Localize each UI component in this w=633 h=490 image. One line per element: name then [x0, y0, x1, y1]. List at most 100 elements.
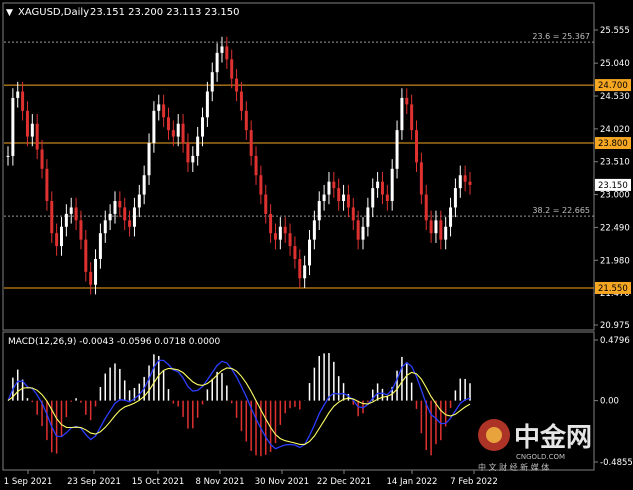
- level-23800-tag-label: 23.800: [598, 139, 628, 149]
- candle-body: [89, 271, 93, 285]
- candle-body: [166, 117, 170, 131]
- candle-body: [449, 207, 453, 227]
- candle-body: [269, 213, 273, 234]
- price-tick-label: 23.510: [600, 158, 630, 168]
- watermark-tagline: 中 文 财 经 新 媒 体: [478, 462, 549, 472]
- candle-body: [278, 226, 282, 240]
- candle-body: [303, 265, 307, 279]
- candle-body: [157, 104, 161, 111]
- candle-body: [123, 207, 127, 221]
- macd-tick-label: -0.4855: [600, 458, 633, 468]
- fibonacci-levels[interactable]: 23.6 = 25.367 38.2 = 22.665: [4, 32, 594, 217]
- candle-body: [162, 104, 166, 118]
- candle-body: [366, 207, 370, 227]
- candle-body: [424, 194, 428, 221]
- macd-signal-line: [7, 367, 471, 445]
- fib-23-6-label: 23.6 = 25.367: [532, 32, 590, 41]
- candle-body: [453, 188, 457, 208]
- candle-body: [434, 220, 438, 234]
- chart-ohlc: 23.151 23.200 23.113 23.150: [90, 7, 240, 18]
- candle-body: [152, 110, 156, 144]
- candle-body: [468, 181, 472, 185]
- price-tick-label: 25.040: [600, 59, 630, 69]
- candle-body: [186, 143, 190, 163]
- candle-body: [50, 201, 54, 234]
- candle-body: [215, 52, 219, 73]
- candle-body: [210, 72, 214, 92]
- candle-body: [220, 46, 224, 53]
- chart-menu-icon[interactable]: ▼: [6, 8, 13, 18]
- candle-body: [94, 258, 98, 285]
- candle-body: [419, 162, 423, 195]
- candle-body: [283, 226, 287, 234]
- candle-body: [137, 194, 141, 208]
- candle-body: [118, 201, 122, 208]
- price-tick-label: 24.530: [600, 92, 630, 102]
- candle-body: [264, 194, 268, 214]
- candle-body: [142, 175, 146, 195]
- candle-body: [400, 97, 404, 131]
- candle-body: [254, 155, 258, 176]
- candle-body: [64, 213, 68, 227]
- watermark-brand: 中金网: [514, 422, 592, 453]
- candle-body: [196, 136, 200, 156]
- macd-tick-label: 0.4796: [600, 336, 630, 346]
- candle-body: [361, 226, 365, 240]
- candle-body: [463, 175, 467, 182]
- chart-symbol: XAGUSD,Daily: [18, 7, 89, 18]
- candle-body: [371, 188, 375, 208]
- candle-body: [380, 181, 384, 195]
- candle-body: [415, 130, 419, 163]
- candle-body: [230, 59, 234, 79]
- macd-label: MACD(12,26,9) -0.0043 -0.0596 0.0718 0.0…: [8, 337, 221, 347]
- candle-body: [429, 220, 433, 234]
- candle-body: [30, 123, 34, 137]
- price-panel-frame: [2, 2, 595, 331]
- price-tick-label: 22.490: [600, 223, 630, 233]
- candle-body: [298, 258, 302, 279]
- candle-body: [337, 188, 341, 202]
- candle-body: [6, 155, 10, 157]
- candle-body: [181, 123, 185, 144]
- candle-body: [312, 220, 316, 240]
- candle-body: [273, 233, 277, 240]
- candle-body: [84, 239, 88, 272]
- watermark: 中金网 CNGOLD.COM 中 文 财 经 新 媒 体: [478, 419, 592, 472]
- candle-body: [259, 175, 263, 195]
- candle-body: [439, 220, 443, 240]
- time-axis[interactable]: 1 Sep 2021 23 Sep 2021 15 Oct 2021 8 Nov 20…: [4, 470, 498, 487]
- time-tick-label: 1 Sep 2021: [4, 477, 52, 487]
- price-axis[interactable]: 25.555 25.040 24.530 24.020 23.510 23.000 22.4…: [594, 26, 630, 331]
- watermark-site: CNGOLD.COM: [516, 453, 565, 461]
- price-tick-label: 23.000: [600, 191, 630, 201]
- candle-body: [201, 117, 205, 137]
- candle-body: [327, 181, 331, 195]
- candle-body: [79, 220, 83, 240]
- candle-body: [244, 110, 248, 131]
- time-tick-label: 15 Oct 2021: [132, 477, 185, 487]
- candle-body: [25, 110, 29, 137]
- watermark-logo-core-icon: [486, 427, 502, 443]
- level-tags: 24.700 23.800 21.550 23.150: [595, 79, 631, 294]
- candle-body: [444, 226, 448, 240]
- candle-body: [395, 130, 399, 169]
- candle-body: [356, 220, 360, 240]
- candle-body: [376, 181, 380, 189]
- candle-body: [405, 97, 409, 105]
- candle-body: [308, 239, 312, 266]
- macd-axis: 0.4796 0.00 -0.4855: [594, 336, 633, 468]
- candle-body: [293, 246, 297, 259]
- candle-body: [410, 104, 414, 131]
- candle-body: [132, 207, 136, 227]
- level-21550-tag: [595, 281, 631, 294]
- macd-tick-label: 0.00: [600, 397, 619, 407]
- time-tick-label: 23 Sep 2021: [67, 477, 121, 487]
- time-tick-label: 7 Feb 2022: [450, 477, 498, 487]
- candle-body: [74, 207, 78, 221]
- last-price-label: 23.150: [598, 181, 628, 191]
- candle-body: [40, 149, 44, 169]
- candle-body: [346, 194, 350, 208]
- candle-body: [225, 46, 229, 60]
- horizontal-levels[interactable]: [4, 84, 594, 289]
